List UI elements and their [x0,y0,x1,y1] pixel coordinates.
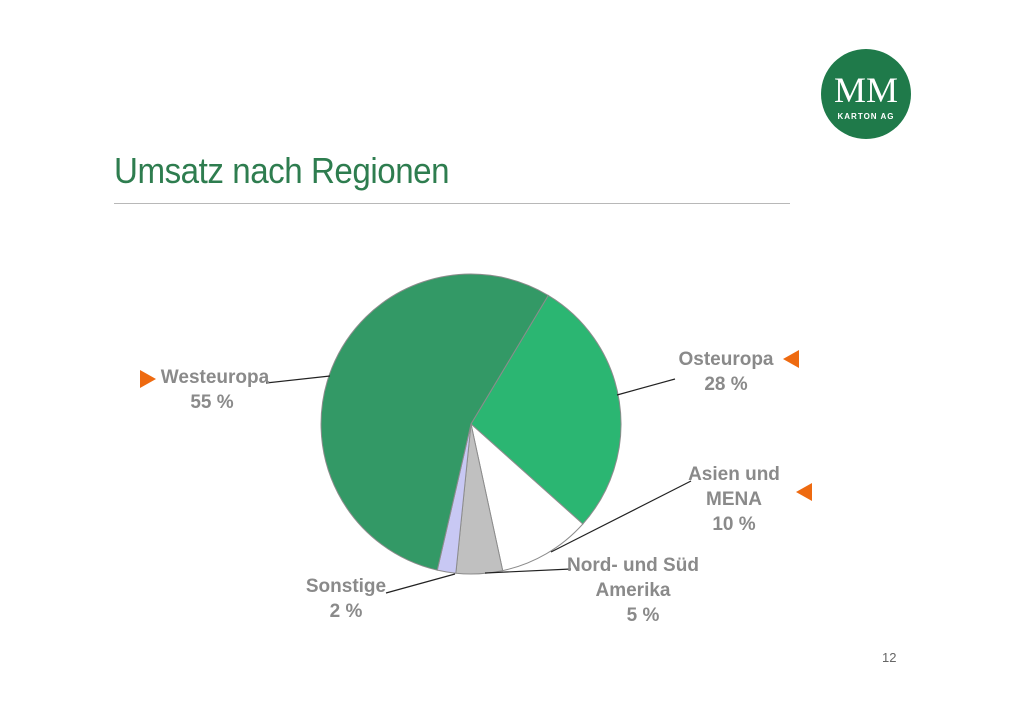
label-name: Osteuropa [678,349,774,370]
label-value: 2 % [329,601,363,622]
label-line1: Asien und [688,464,780,485]
slide-title: Umsatz nach Regionen [114,150,450,191]
label-amerika: Nord- und Süd Amerika 5 % [566,553,700,628]
leader-line-westeuropa [265,375,331,384]
page-number: 12 [882,650,897,665]
mm-karton-logo: MM KARTON AG [821,49,911,139]
label-asien-mena: Asien und MENA 10 % [682,462,786,537]
pie-slices [320,273,622,575]
arrow-left-icon [783,350,799,368]
label-sonstige: Sonstige 2 % [300,574,392,624]
leader-line-osteuropa [616,378,676,396]
label-line1: Nord- und Süd [567,555,699,576]
label-value: 10 % [712,514,756,535]
label-name: Sonstige [305,576,387,597]
label-value: 55 % [190,392,234,413]
leader-line-sonstige [385,573,456,594]
pie-slice-osteuropa [470,294,622,525]
label-name: Westeuropa [160,367,270,388]
leader-line-asien [550,480,692,553]
pie-slice-asien-und-mena [470,422,584,572]
logo-circle [821,49,911,139]
label-value: 5 % [626,605,660,626]
arrow-right-icon [140,370,156,388]
logo-mark: MM [834,70,898,110]
leader-lines [265,375,692,594]
pie-slice-westeuropa [320,273,549,571]
label-osteuropa: Osteuropa 28 % [670,347,782,397]
label-line2: MENA [706,489,762,510]
arrow-left-icon [796,483,812,501]
logo-subtext: KARTON AG [838,112,895,121]
leader-line-amerika [484,568,572,574]
label-value: 28 % [704,374,748,395]
label-westeuropa: Westeuropa 55 % [160,365,270,415]
title-divider [114,203,790,204]
label-line2: Amerika [595,580,671,601]
